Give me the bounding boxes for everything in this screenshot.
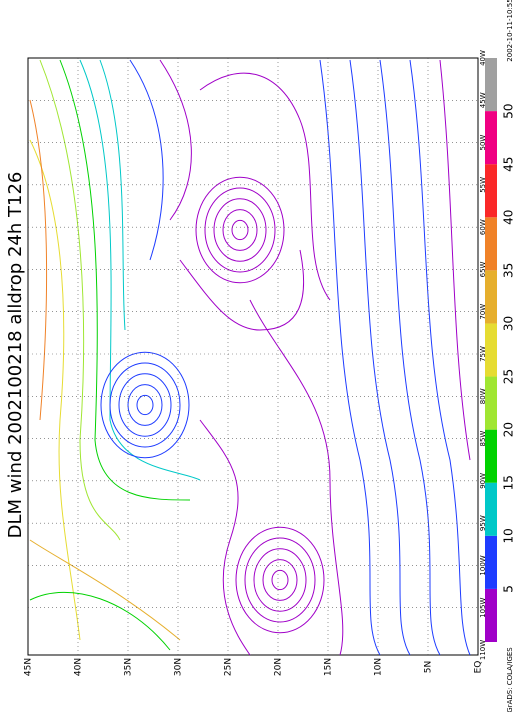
map-title: DLM wind 2002100218 alldrop 24h T126 <box>5 172 26 539</box>
colorbar-label: 5 <box>502 585 516 593</box>
vortex-ring <box>100 351 190 459</box>
lon-label: 95W <box>479 515 487 531</box>
colorbar-label: 20 <box>502 422 516 437</box>
lat-label: 35N <box>124 658 134 676</box>
lon-label: 100W <box>479 555 487 575</box>
colorbar-swatch <box>485 323 497 377</box>
lon-label: 65W <box>479 261 487 277</box>
vortex-ring <box>244 537 316 623</box>
lat-label: 45N <box>24 658 34 676</box>
lat-label: 25N <box>224 658 234 676</box>
colorbar-swatch <box>485 376 497 430</box>
lon-label: 80W <box>479 388 487 404</box>
lon-label: 105W <box>479 598 487 618</box>
vortex-ring <box>136 394 154 416</box>
vortex-ring <box>204 187 276 273</box>
colorbar-label: 45 <box>502 157 516 172</box>
colorbar-swatch <box>485 429 497 483</box>
colorbar-label: 10 <box>502 528 516 543</box>
colorbar-swatch <box>485 164 497 218</box>
vortex-ring <box>271 569 289 591</box>
colorbar-swatch <box>485 111 497 165</box>
vortex-ring <box>109 362 181 448</box>
colorbar-label: 35 <box>502 263 516 278</box>
colorbar-label: 40 <box>502 210 516 225</box>
vortex-ring <box>213 198 267 262</box>
lat-label: 15N <box>324 658 334 676</box>
colorbar-label: 15 <box>502 475 516 490</box>
colorbar-swatch <box>485 482 497 536</box>
lon-label: 75W <box>479 346 487 362</box>
timestamp: 2002-10-11-10:55 <box>506 0 514 62</box>
lat-label: 20N <box>274 658 284 676</box>
lon-label: 90W <box>479 473 487 489</box>
lon-label: 55W <box>479 177 487 193</box>
lat-label: 30N <box>174 658 184 676</box>
streamlines <box>29 59 471 656</box>
colorbar: 5 10 15 20 25 30 35 40 45 50 <box>485 58 516 642</box>
vortex-ring <box>235 526 325 634</box>
vortex-ring <box>231 219 249 241</box>
colorbar-label: 50 <box>502 103 516 118</box>
lat-label: 5N <box>424 661 434 673</box>
vortex-ring <box>195 176 285 284</box>
vortex-ring <box>127 384 163 426</box>
lat-label: EQ <box>474 661 484 674</box>
lon-label: 60W <box>479 219 487 235</box>
colorbar-label: 30 <box>502 316 516 331</box>
vortex-ring <box>222 209 258 251</box>
lat-label: 40N <box>74 658 84 676</box>
lat-label: 10N <box>374 658 384 676</box>
colorbar-swatch <box>485 588 497 642</box>
credit: GrADS: COLA/IGES <box>506 647 514 712</box>
colorbar-swatch <box>485 270 497 324</box>
colorbar-label: 25 <box>502 369 516 384</box>
colorbar-swatch <box>485 535 497 589</box>
lon-label: 45W <box>479 92 487 108</box>
vortex-ring <box>118 373 172 437</box>
lon-label: 85W <box>479 431 487 447</box>
vortex-ring <box>262 559 298 601</box>
graticule <box>28 58 478 655</box>
lon-label: 40W <box>479 50 487 66</box>
colorbar-swatch <box>485 58 497 112</box>
colorbar-swatch <box>485 217 497 271</box>
lon-label: 70W <box>479 304 487 320</box>
lon-label: 110W <box>479 640 487 660</box>
lon-label: 50W <box>479 135 487 151</box>
vortex-ring <box>253 548 307 612</box>
